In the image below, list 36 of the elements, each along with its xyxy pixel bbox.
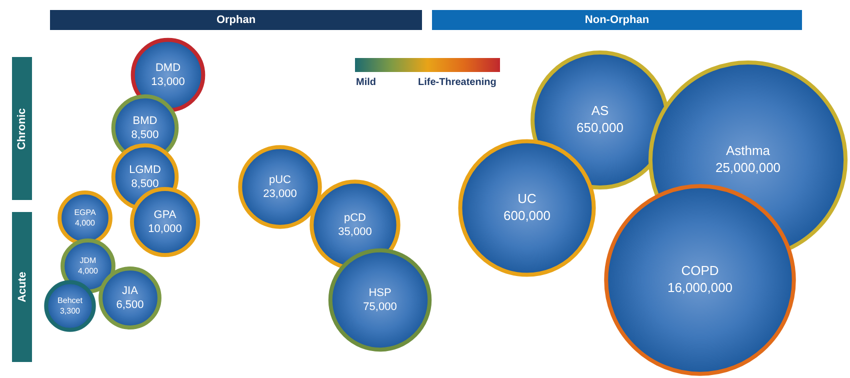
category-label: BMD: [132, 114, 158, 127]
data-label: 75,000: [363, 301, 397, 314]
category-label: COPD: [681, 263, 719, 278]
data-label: 25,000,000: [715, 160, 781, 176]
data-label: 23,000: [263, 188, 297, 200]
data-label: 10,000: [148, 223, 182, 236]
category-label: pCD: [344, 212, 366, 224]
category-label: JDM: [80, 256, 97, 266]
text: Mild: [356, 77, 376, 88]
category-label: Behcet: [58, 296, 84, 306]
text: Non-Orphan: [432, 10, 802, 30]
text: Orphan: [50, 10, 422, 30]
category-label: UC: [518, 191, 536, 206]
data-label: 3,300: [60, 306, 81, 316]
text: Life-Threatening: [418, 77, 496, 88]
data-label: 8,500: [131, 129, 159, 142]
category-label: Asthma: [726, 143, 771, 158]
data-label: 6,500: [116, 299, 144, 312]
data-label: 600,000: [504, 208, 550, 224]
category-label: pUC: [268, 174, 292, 186]
data-label: 35,000: [338, 226, 372, 238]
category-label: JIA: [122, 284, 139, 297]
category-label: LGMD: [129, 164, 161, 176]
data-label: 16,000,000: [667, 280, 733, 296]
category-label: DMD: [155, 62, 181, 74]
data-label: 4,000: [78, 266, 99, 276]
category-label: AS: [591, 103, 609, 118]
text: Chronic: [16, 108, 28, 150]
category-label: GPA: [154, 208, 177, 221]
category-label: HSP: [368, 286, 392, 299]
data-label: 8,500: [131, 178, 159, 190]
text: Acute: [16, 272, 28, 302]
data-label: 4,000: [74, 218, 96, 228]
data-label: 650,000: [576, 120, 624, 136]
category-label: EGPA: [74, 208, 96, 218]
data-label: 13,000: [151, 76, 185, 88]
